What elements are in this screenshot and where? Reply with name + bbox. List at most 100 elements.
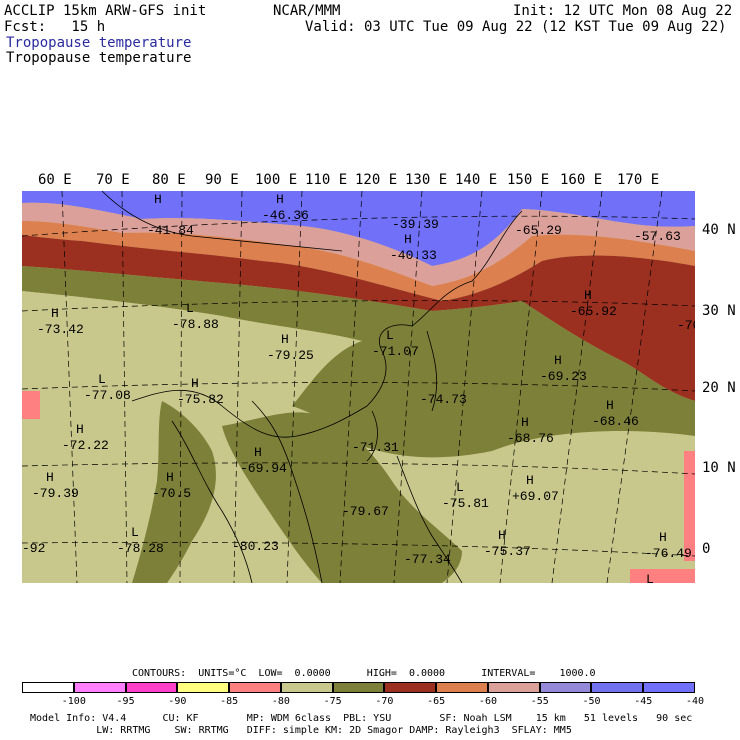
low-marker: L xyxy=(186,301,194,316)
shade-band-blue xyxy=(22,191,695,266)
extremum-value: -92 xyxy=(22,541,45,556)
lon-label: 150 E xyxy=(507,172,550,188)
low-marker: L xyxy=(646,572,654,583)
lon-label: 90 E xyxy=(205,172,239,188)
extremum-value: -74.73 xyxy=(420,392,467,407)
colorbar-swatch xyxy=(229,682,281,693)
colorbar-label: -95 xyxy=(116,696,135,707)
colorbar-swatch xyxy=(125,682,178,693)
model-info-line1: Model Info: V4.4 CU: KF MP: WDM 6class P… xyxy=(30,713,693,724)
low-marker: L xyxy=(131,525,139,540)
field-title: Tropopause temperature xyxy=(6,35,192,51)
colorbar-swatch xyxy=(487,682,540,693)
lat-label: 40 N xyxy=(702,222,736,238)
lon-label: 130 E xyxy=(405,172,448,188)
shade-band-orange xyxy=(22,221,695,301)
high-marker: H xyxy=(554,353,562,368)
high-marker: H xyxy=(404,232,412,247)
extremum-value: -79.67 xyxy=(342,504,389,519)
colorbar-swatch xyxy=(280,682,333,693)
colorbar-label: -90 xyxy=(168,696,187,707)
colorbar-label: -80 xyxy=(271,696,290,707)
colorbar-label: -75 xyxy=(323,696,342,707)
high-marker: H xyxy=(254,445,262,460)
high-marker: H xyxy=(191,376,199,391)
extremum-value: -69.23 xyxy=(540,369,587,384)
extremum-value: -73.42 xyxy=(37,322,84,337)
low-marker: L xyxy=(386,328,394,343)
high-low-labels: H-41.84H-46.36-39.39H-40.33-65.29 -57.63H… xyxy=(22,192,695,583)
graticule xyxy=(22,191,695,583)
extremum-value: -57.63 xyxy=(634,229,681,244)
extremum-value: -70.8 xyxy=(677,318,695,333)
colorbar-swatch xyxy=(384,682,437,693)
high-marker: H xyxy=(51,306,59,321)
extremum-value: -68.46 xyxy=(592,414,639,429)
lon-label: 170 E xyxy=(617,172,660,188)
shade-warm-pacific xyxy=(684,451,695,561)
extremum-value: -70.5 xyxy=(152,486,191,501)
tropopause-temperature-map: H-41.84H-46.36-39.39H-40.33-65.29 -57.63H… xyxy=(22,191,695,583)
high-marker: H xyxy=(521,415,529,430)
shade-warm-west xyxy=(22,391,40,419)
extremum-value: -78.28 xyxy=(117,541,164,556)
colorbar-swatch xyxy=(539,682,592,693)
colorbar-swatch xyxy=(643,682,695,693)
lon-label: 80 E xyxy=(152,172,186,188)
colorbar-label: -100 xyxy=(61,696,86,707)
extremum-value: -68.76 xyxy=(507,431,554,446)
shade-band-lavender xyxy=(22,202,695,286)
extremum-value: -65.92 xyxy=(570,304,617,319)
extremum-value: -46.36 xyxy=(262,208,309,223)
colorbar-swatch xyxy=(591,682,644,693)
colorbar-swatch xyxy=(332,682,385,693)
field-subtitle: Tropopause temperature xyxy=(6,50,192,66)
lon-label: 60 E xyxy=(38,172,72,188)
lon-label: 70 E xyxy=(96,172,130,188)
extremum-value: -79.25 xyxy=(267,348,314,363)
init-time: Init: 12 UTC Mon 08 Aug 22 xyxy=(513,3,733,19)
run-title: ACCLIP 15km ARW-GFS init xyxy=(4,3,207,19)
org-label: NCAR/MMM xyxy=(273,3,341,19)
extremum-value: -75.81 xyxy=(442,496,489,511)
colorbar-swatch xyxy=(22,682,74,693)
high-marker: H xyxy=(659,530,667,545)
forecast-hour: Fcst: 15 h xyxy=(4,19,106,35)
extremum-value: -76.49 xyxy=(645,546,692,561)
high-marker: H xyxy=(526,473,534,488)
extremum-value: -77.34 xyxy=(404,552,451,567)
high-marker: H xyxy=(76,422,84,437)
high-marker: H xyxy=(166,470,174,485)
lat-label: 20 N xyxy=(702,380,736,396)
colorbar-label: -55 xyxy=(530,696,549,707)
high-marker: H xyxy=(606,398,614,413)
colorbar-label: -40 xyxy=(686,696,705,707)
colorbar-label: -85 xyxy=(220,696,239,707)
lat-label: 30 N xyxy=(702,303,736,319)
extremum-value: -75.37 xyxy=(484,544,531,559)
low-marker: L xyxy=(98,372,106,387)
colorbar-label: -50 xyxy=(582,696,601,707)
high-marker: H xyxy=(584,288,592,303)
extremum-value: -75.82 xyxy=(177,392,224,407)
valid-time: Valid: 03 UTC Tue 09 Aug 22 (12 KST Tue … xyxy=(305,19,727,35)
lat-label: 0 xyxy=(702,541,711,557)
contour-info: CONTOURS: UNITS=°C LOW= 0.0000 HIGH= 0.0… xyxy=(132,668,596,679)
high-marker: H xyxy=(276,192,284,207)
lon-label: 140 E xyxy=(455,172,498,188)
extremum-value: -69.94 xyxy=(240,461,287,476)
lon-label: 120 E xyxy=(355,172,398,188)
high-marker: H xyxy=(281,332,289,347)
colorbar: -100 -95 -90 -85 -80 -75 -70 -65 -60 -55 -50 -45 -40… xyxy=(22,682,704,710)
extremum-value: -71.31 xyxy=(352,440,399,455)
extremum-value: -80.23 xyxy=(232,539,279,554)
shade-warm-east xyxy=(630,569,695,583)
shade-band-light-north xyxy=(22,291,362,426)
extremum-value: +69.07 xyxy=(512,489,559,504)
extremum-value: -41.84 xyxy=(147,223,194,238)
extremum-value: -77.08 xyxy=(84,388,131,403)
lon-label: 110 E xyxy=(305,172,348,188)
extremum-value: -71.07 xyxy=(372,344,419,359)
extremum-value: -72.22 xyxy=(62,438,109,453)
shade-band-darkred xyxy=(22,235,695,401)
